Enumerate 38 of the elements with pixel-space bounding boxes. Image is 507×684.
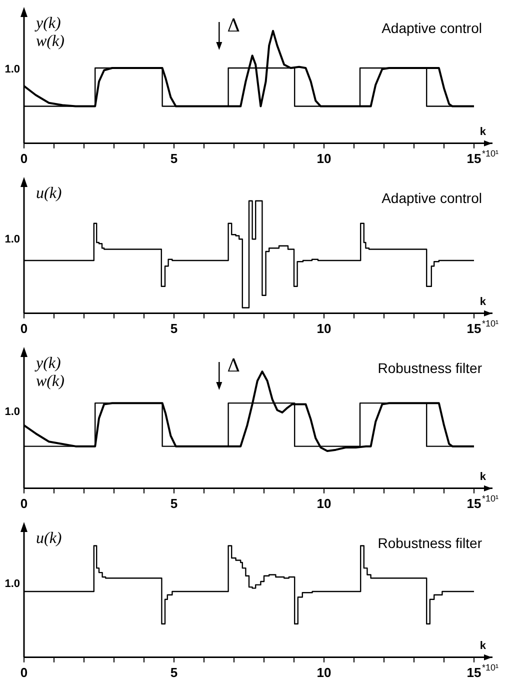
y-axis-title: u(k)	[36, 530, 62, 548]
x-axis-title: k	[480, 296, 487, 308]
chart-title: Adaptive control	[382, 20, 482, 36]
y-axis-title: y(k) w(k)	[34, 355, 64, 390]
text: 1.0	[4, 578, 20, 590]
x-tick-label: 5	[170, 150, 178, 166]
x-tick-label: 10	[316, 150, 332, 166]
x-axis-title: k	[480, 470, 487, 483]
x-tick-label: 0	[20, 664, 28, 680]
x-tick-label: 10	[316, 496, 332, 511]
chart-title: Robustness filter	[378, 360, 482, 376]
y-axis-title: u(k)	[36, 185, 62, 202]
text: *10¹	[482, 148, 499, 158]
x-tick-label: 15	[466, 496, 482, 511]
text: *10¹	[482, 318, 499, 328]
x-tick-label: 0	[20, 150, 28, 166]
text: *10¹	[482, 662, 499, 672]
x-tick-label: 10	[316, 320, 332, 336]
x-tick-label: 15	[466, 150, 482, 166]
y-axis-title: y(k) w(k)	[34, 15, 64, 50]
x-tick-label: 0	[20, 496, 28, 511]
chart-title: Robustness filter	[378, 534, 482, 551]
text: *10¹	[482, 493, 499, 504]
text: 1.0	[4, 234, 20, 246]
x-tick-label: 0	[20, 320, 28, 336]
x-axis-title: k	[480, 640, 487, 652]
x-axis-title: k	[480, 126, 487, 138]
annotation: Δ	[227, 356, 240, 377]
x-tick-label: 5	[170, 664, 178, 680]
x-tick-label: 10	[316, 664, 332, 680]
chart-title: Adaptive control	[382, 190, 482, 206]
text: 1.0	[4, 406, 20, 418]
x-tick-label: 15	[466, 664, 482, 680]
x-tick-label: 15	[466, 320, 482, 336]
text: 1.0	[4, 64, 20, 76]
x-tick-label: 5	[170, 496, 178, 511]
x-tick-label: 5	[170, 320, 178, 336]
annotation: Δ	[227, 16, 240, 37]
